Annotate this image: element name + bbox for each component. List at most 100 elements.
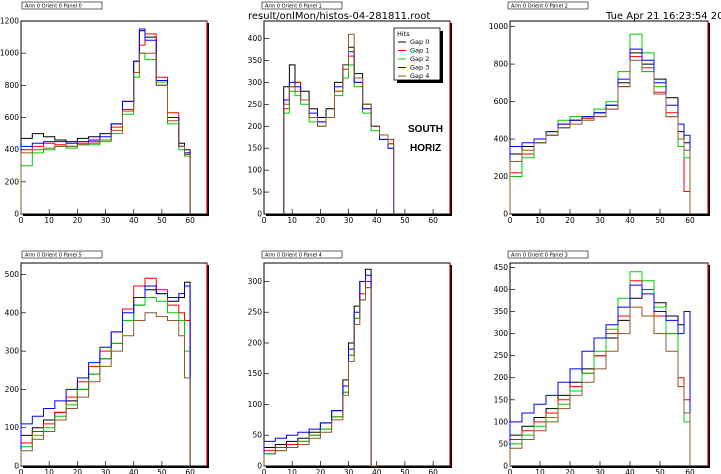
y-tick-label: 350 — [248, 56, 263, 65]
x-tick-label: 30 — [344, 468, 354, 474]
legend-title: Hits — [397, 30, 410, 38]
y-tick-label: 0 — [257, 462, 262, 471]
panel-title: Arm 0 Orient 0 Panel 3 — [511, 253, 568, 259]
y-tick-label: 100 — [494, 417, 509, 426]
y-tick-label: 1200 — [0, 17, 19, 26]
series-gap-2 — [509, 271, 691, 466]
x-tick-label: 10 — [287, 216, 297, 225]
y-tick-label: 350 — [494, 307, 509, 316]
x-tick-label: 10 — [535, 468, 545, 474]
y-tick-label: 500 — [5, 270, 20, 279]
series-gap-2 — [20, 52, 191, 214]
y-tick-label: 200 — [248, 338, 263, 347]
x-tick-label: 30 — [101, 216, 111, 225]
x-tick-label: 10 — [44, 468, 54, 474]
panel-title: Arm 0 Orient 0 Panel 1 — [265, 4, 322, 10]
x-tick-label: 50 — [400, 468, 410, 474]
series-gap-3 — [20, 285, 191, 466]
x-tick-label: 60 — [428, 216, 438, 225]
panel-title: Arm 0 Orient 0 Panel 5 — [25, 253, 82, 259]
x-tick-label: 40 — [625, 216, 635, 225]
series-gap-4 — [509, 59, 691, 214]
x-tick-label: 50 — [157, 468, 167, 474]
x-tick-label: 60 — [185, 468, 195, 474]
y-tick-label: 450 — [494, 263, 509, 272]
y-tick-label: 300 — [5, 347, 20, 356]
y-tick-label: 250 — [494, 351, 509, 360]
y-tick-label: 100 — [248, 400, 263, 409]
legend-entry: Gap 3 — [410, 64, 429, 72]
y-tick-label: 600 — [5, 113, 20, 122]
y-tick-label: 0 — [14, 210, 19, 219]
x-tick-label: 20 — [316, 468, 326, 474]
y-tick-label: 400 — [248, 34, 263, 43]
x-tick-label: 50 — [400, 216, 410, 225]
x-tick-label: 10 — [287, 468, 297, 474]
annotation-orientation: HORIZ — [410, 143, 441, 154]
y-tick-label: 0 — [14, 462, 19, 471]
title-frame — [507, 250, 589, 259]
panel-2: Arm 0 Orient 0 Panel 20 10 20 30 40 50 6002004… — [489, 1, 710, 225]
y-tick-label: 250 — [248, 308, 263, 317]
y-tick-label: 150 — [494, 395, 509, 404]
panel-4: Arm 0 Orient 0 Panel 4 0 10 20 30 40 50 60 0 50 10… — [248, 250, 452, 474]
x-tick-label: 40 — [625, 468, 635, 474]
x-tick-label: 30 — [595, 216, 605, 225]
x-tick-label: 10 — [535, 216, 545, 225]
legend-entry: Gap 0 — [410, 38, 429, 46]
y-tick-label: 250 — [248, 100, 263, 109]
y-tick-label: 400 — [494, 135, 509, 144]
x-tick-label: 20 — [316, 216, 326, 225]
panel-5: Arm 0 Orient 0 Panel 3 0 10 20 30 40 50 60 0 50 10… — [494, 250, 710, 474]
x-tick-label: 50 — [655, 216, 665, 225]
x-tick-label: 20 — [73, 468, 83, 474]
y-tick-label: 400 — [494, 285, 509, 294]
series-gap-4 — [263, 287, 377, 467]
x-tick-label: 60 — [685, 216, 695, 225]
x-tick-label: 40 — [129, 216, 139, 225]
series-gap-4 — [509, 306, 691, 466]
y-tick-label: 150 — [248, 144, 263, 153]
y-tick-label: 150 — [248, 369, 263, 378]
panel-0: Arm 0 Orient 0 Panel 00 10 20 30 40 50 6002004… — [0, 1, 209, 225]
x-tick-label: 10 — [44, 216, 54, 225]
series-gap-4 — [20, 52, 191, 214]
y-tick-label: 400 — [5, 145, 20, 154]
x-tick-label: 60 — [185, 216, 195, 225]
y-tick-label: 200 — [5, 385, 20, 394]
x-tick-label: 20 — [73, 216, 83, 225]
panel-title-box: Arm 0 Orient 0 Panel 2 — [507, 1, 589, 10]
x-tick-label: 50 — [655, 468, 665, 474]
y-tick-label: 300 — [494, 329, 509, 338]
x-tick-label: 20 — [565, 216, 575, 225]
y-tick-label: 0 — [503, 210, 508, 219]
x-tick-label: 40 — [372, 216, 382, 225]
title-frame — [21, 1, 103, 10]
y-tick-label: 300 — [248, 78, 263, 87]
annotation-side: SOUTH — [408, 124, 443, 135]
title-frame — [261, 250, 343, 259]
timestamp: Tue Apr 21 16:23:54 2009 — [606, 11, 721, 22]
series-gap-2 — [283, 64, 395, 214]
x-tick-label: 20 — [565, 468, 575, 474]
title-frame — [21, 250, 103, 259]
x-tick-label: 0 — [19, 468, 24, 474]
panel-3: Arm 0 Orient 0 Panel 5 0 10 20 30 40 50 60 0 100 2… — [5, 250, 209, 474]
x-tick-label: 40 — [372, 468, 382, 474]
y-tick-label: 50 — [252, 188, 262, 197]
series-gap-4 — [283, 33, 395, 214]
x-tick-label: 0 — [19, 216, 24, 225]
y-tick-label: 100 — [248, 166, 263, 175]
panel-title-box: Arm 0 Orient 0 Panel 4 — [261, 250, 343, 259]
y-tick-label: 100 — [5, 423, 20, 432]
panel-title-box: Arm 0 Orient 0 Panel 1 — [261, 1, 343, 10]
plot-frame — [20, 262, 208, 467]
legend-frame — [393, 27, 441, 81]
panel-title: Arm 0 Orient 0 Panel 2 — [511, 4, 568, 10]
y-tick-label: 50 — [498, 439, 508, 448]
legend-entry: Gap 2 — [410, 55, 429, 63]
y-tick-label: 300 — [248, 277, 263, 286]
y-tick-label: 800 — [494, 60, 509, 69]
file-path: result/onlMon/histos-04-281811.root — [248, 11, 431, 22]
legend-entry: Gap 4 — [410, 72, 429, 80]
